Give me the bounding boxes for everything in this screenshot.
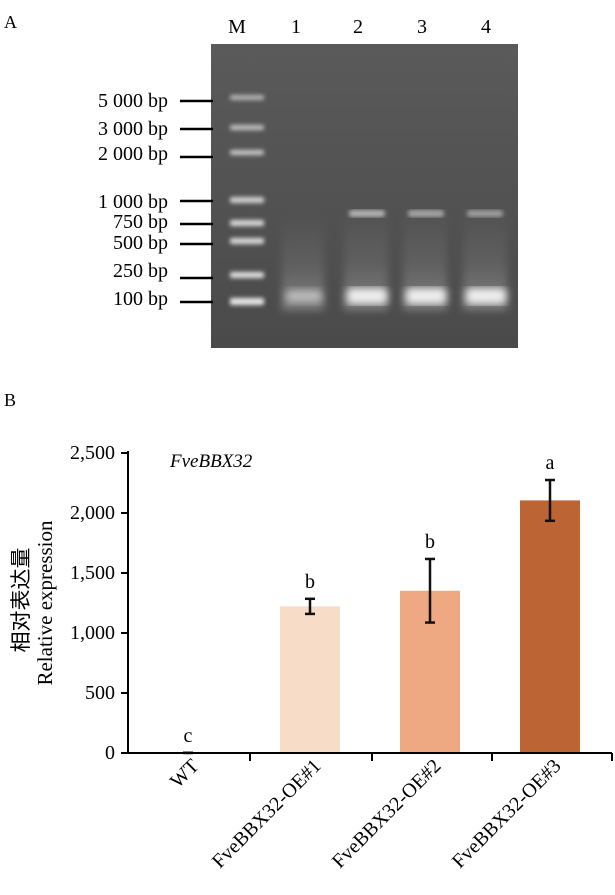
significance-letter-3: a <box>546 452 555 474</box>
significance-letters: c b b a <box>184 452 555 747</box>
upper-bands <box>349 210 503 217</box>
significance-letter-0: c <box>184 725 193 747</box>
error-bar-3 <box>545 478 555 523</box>
y-tick-label: 500 <box>85 682 115 704</box>
y-axis-label-cn: 相对表达量 <box>9 548 33 653</box>
x-tick-labels: WT FveBBX32-OE#1 FveBBX32-OE#2 FveBBX32-OE#… <box>166 753 613 873</box>
error-bar-1 <box>305 597 315 616</box>
y-tick-label: 0 <box>105 742 115 764</box>
x-tick-label-1: FveBBX32-OE#1 <box>208 755 326 873</box>
marker-label-3000: 3 000 bp <box>98 118 168 140</box>
marker-ticks <box>180 99 213 304</box>
marker-label-500: 500 bp <box>113 232 168 254</box>
error-bars <box>183 478 555 755</box>
y-tick-label: 2,500 <box>70 442 115 464</box>
gel-image: M 1 2 3 4 5 000 bp 3 000 bp 2 000 bp 1 0… <box>98 16 518 348</box>
y-tick-label: 1,000 <box>70 622 115 644</box>
x-tick-label-3: FveBBX32-OE#3 <box>448 755 566 873</box>
product-bands <box>286 288 506 304</box>
lane-label-3: 3 <box>417 16 427 38</box>
y-tick-label: 1,500 <box>70 562 115 584</box>
lane-label-m: M <box>228 16 246 38</box>
panel-a-letter: A <box>4 12 17 32</box>
bar-1 <box>280 606 340 753</box>
marker-label-5000: 5 000 bp <box>98 90 168 112</box>
panel-b-letter: B <box>4 390 17 410</box>
marker-labels: 5 000 bp 3 000 bp 2 000 bp 1 000 bp 750 … <box>98 90 168 310</box>
x-tick-label-2: FveBBX32-OE#2 <box>328 755 446 873</box>
marker-label-1000: 1 000 bp <box>98 191 168 213</box>
chart-title: FveBBX32 <box>169 451 253 472</box>
lane-label-1: 1 <box>291 16 301 38</box>
lane-label-4: 4 <box>481 16 491 38</box>
bars <box>158 500 580 753</box>
bar-3 <box>520 500 580 753</box>
marker-label-250: 250 bp <box>113 260 168 282</box>
x-tick-label-0: WT <box>166 755 204 793</box>
y-axis-label-en: Relative expression <box>33 520 57 686</box>
error-bar-2 <box>425 557 435 624</box>
y-tick-label: 2,000 <box>70 502 115 524</box>
marker-label-750: 750 bp <box>113 211 168 233</box>
ladder-bands <box>230 95 264 305</box>
lane-label-2: 2 <box>353 16 363 38</box>
significance-letter-2: b <box>425 531 435 553</box>
marker-label-2000: 2 000 bp <box>98 143 168 165</box>
significance-letter-1: b <box>305 571 315 593</box>
y-axis-ticks: 0 500 1,000 1,500 2,000 2,500 <box>70 442 128 764</box>
marker-label-100: 100 bp <box>113 288 168 310</box>
